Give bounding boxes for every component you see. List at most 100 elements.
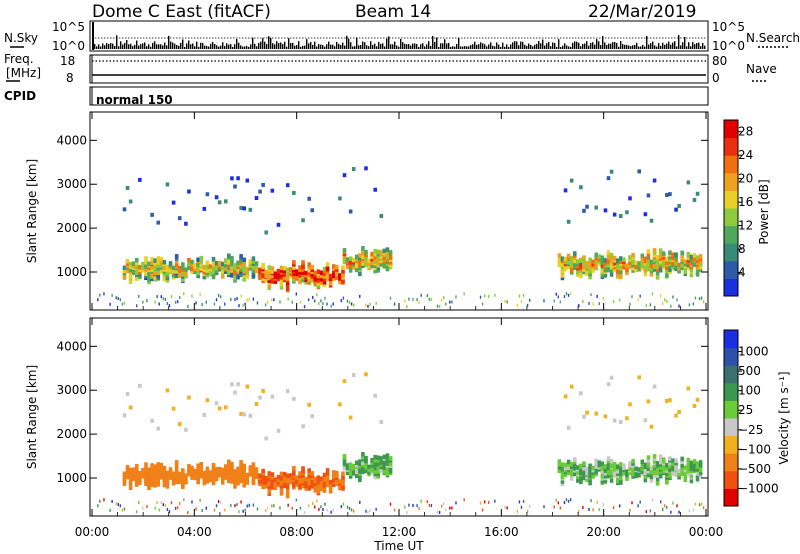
power-cell [131, 268, 136, 274]
power-cell [522, 293, 525, 297]
y-tick-label: 3000 [56, 177, 87, 191]
velocity-cell [248, 465, 253, 470]
noise-bar [548, 41, 550, 49]
velocity-cell [668, 469, 672, 475]
power-cell [304, 275, 308, 280]
power-cell [348, 256, 353, 261]
velocity-cell [483, 500, 486, 504]
power-cell [676, 298, 678, 302]
noise-bar [668, 41, 670, 49]
velocity-cell [220, 480, 225, 485]
power-cell [142, 300, 144, 304]
noise-bar [184, 46, 186, 49]
noise-bar [190, 44, 192, 49]
noise-bar [298, 41, 300, 49]
power-cell [147, 270, 151, 276]
velocity-cell [239, 469, 243, 474]
power-cell [251, 268, 256, 273]
velocity-colorbar-tick-label: −1000 [738, 481, 779, 495]
power-cell [612, 260, 617, 266]
power-cell [195, 301, 197, 305]
velocity-cell [248, 472, 253, 477]
velocity-cell [144, 462, 148, 467]
power-cell [567, 293, 570, 297]
velocity-cell [652, 468, 657, 474]
velocity-cell [310, 478, 315, 483]
velocity-cell [655, 473, 660, 478]
power-cell [348, 300, 351, 304]
velocity-cell [298, 484, 302, 489]
velocity-cell [689, 464, 694, 469]
power-cell [196, 257, 200, 262]
velocity-cell [318, 507, 320, 511]
power-cell [144, 273, 148, 279]
velocity-cell [162, 473, 167, 478]
power-cell [367, 261, 371, 266]
power-cell [156, 220, 161, 225]
noise-bar [686, 46, 688, 49]
power-cell [254, 264, 259, 269]
noise-bar [198, 46, 200, 49]
velocity-cell [560, 471, 565, 476]
power-cell [254, 196, 259, 201]
nave-bottom-tick: 0 [712, 71, 720, 85]
noise-bar [294, 45, 296, 49]
velocity-cell [557, 467, 562, 473]
velocity-cell [146, 505, 148, 509]
velocity-cell [665, 463, 669, 468]
power-cell [680, 265, 684, 271]
noise-bar [216, 45, 218, 49]
power-cell [686, 180, 691, 185]
power-cell [224, 302, 226, 306]
noise-bar [360, 45, 362, 49]
power-cell [695, 191, 700, 196]
power-cell [138, 267, 142, 273]
power-cell [168, 304, 171, 308]
velocity-cell [230, 503, 232, 507]
power-cell [164, 297, 167, 301]
power-cell [479, 295, 482, 299]
velocity-cell [603, 466, 608, 472]
noise-bar [446, 43, 448, 49]
velocity-cell [354, 460, 359, 466]
noise-bar [122, 44, 124, 49]
power-cell [354, 260, 359, 266]
velocity-cell [597, 460, 602, 465]
velocity-cell [563, 472, 568, 478]
noise-bar [414, 43, 416, 49]
power-cell [279, 281, 284, 286]
power-cell [156, 295, 158, 299]
power-cell [159, 263, 164, 268]
power-cell [619, 214, 623, 219]
velocity-cell [445, 508, 447, 512]
velocity-cell [242, 463, 246, 469]
velocity-cell [606, 456, 611, 461]
velocity-cell [369, 508, 371, 512]
velocity-cell [612, 466, 617, 472]
power-cell [655, 270, 660, 276]
power-cell [686, 255, 691, 261]
power-cell [183, 292, 185, 296]
power-cell [319, 280, 324, 285]
velocity-cell [171, 478, 176, 484]
power-cell [307, 264, 311, 270]
power-cell [213, 302, 216, 306]
power-cell [382, 259, 387, 265]
power-cell [692, 302, 695, 306]
velocity-cell [156, 462, 161, 467]
power-cell [463, 292, 465, 296]
velocity-cell [358, 475, 362, 481]
power-cell [134, 260, 139, 266]
power-cell [609, 262, 614, 267]
power-cell [609, 264, 614, 270]
power-cell [242, 257, 246, 263]
power-cell [606, 252, 611, 258]
power-cell [266, 300, 269, 304]
power-cell [504, 299, 506, 303]
noise-bar [192, 43, 194, 49]
velocity-cell [279, 491, 284, 496]
velocity-cell [689, 478, 694, 484]
velocity-cell [680, 471, 684, 477]
power-cell [295, 276, 299, 281]
